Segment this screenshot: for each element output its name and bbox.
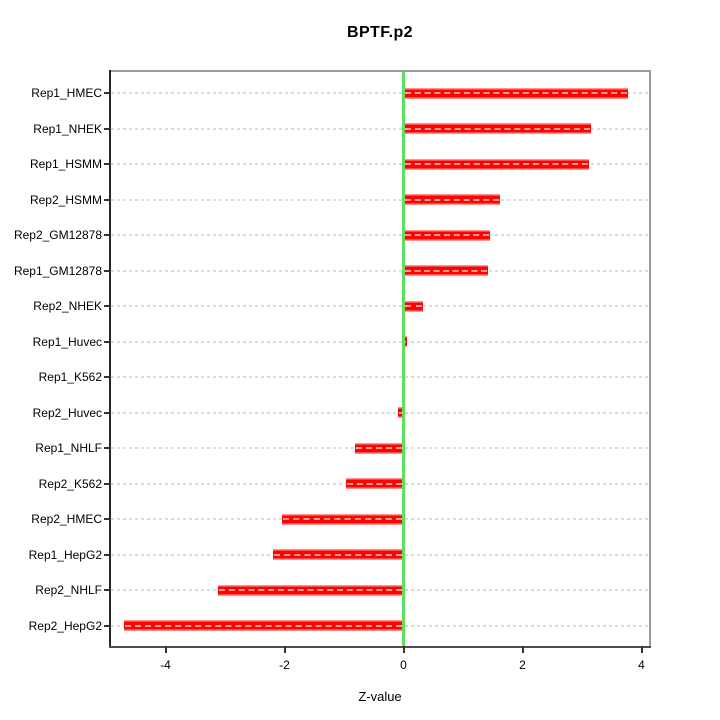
bar-rep1-gm12878 [403,265,488,277]
y-tick-rep2-nhlf [104,589,111,592]
bar-dash-pattern [404,92,628,94]
y-tick-rep2-k562 [104,482,111,485]
bar-dash-pattern [356,447,403,450]
y-label-rep1-nhlf: Rep1_NHLF [35,441,102,456]
y-label-rep2-huvec: Rep2_Huvec [32,405,102,420]
y-tick-rep2-hepg2 [104,624,111,627]
bar-dash-pattern [282,518,403,521]
y-tick-rep1-hepg2 [104,553,111,556]
bar-dash-pattern [404,198,499,201]
bar-rep2-huvec [397,407,404,419]
x-tick-label-0: 0 [400,658,407,672]
bar-dash-pattern [404,269,487,272]
bar-rep2-nhlf [217,584,404,596]
bar-dash-pattern [404,127,590,130]
gridline-rep2-gm12878 [111,234,649,237]
x-axis-line [109,646,651,648]
gridline-rep2-hsmm [111,198,649,201]
x-tick-2 [521,646,524,653]
bar-rep1-hepg2 [272,549,404,561]
bar-rep1-hsmm [403,158,589,170]
x-tick-4 [640,646,643,653]
y-label-rep1-hepg2: Rep1_HepG2 [28,547,102,562]
y-tick-rep1-hsmm [104,163,111,166]
gridline-rep1-k562 [111,376,649,379]
y-label-rep2-nhlf: Rep2_NHLF [35,583,102,598]
plot-border-top [109,70,651,72]
x-tick-label-2: 2 [519,658,526,672]
gridline-rep2-nhek [111,305,649,308]
bar-dash-pattern [398,411,403,414]
bar-dash-pattern [404,163,588,166]
bar-rep2-hsmm [403,194,500,206]
bar-dash-pattern [404,340,407,343]
plot-area [109,70,651,648]
y-tick-rep2-gm12878 [104,234,111,237]
bar-rep2-gm12878 [403,229,490,241]
y-label-rep1-nhek: Rep1_NHEK [33,121,102,136]
y-label-rep2-hmec: Rep2_HMEC [31,512,102,527]
bar-dash-pattern [273,553,403,556]
y-tick-rep2-nhek [104,305,111,308]
bar-dash-pattern [347,482,403,485]
gridline-rep1-hsmm [111,163,649,166]
y-tick-rep2-hmec [104,518,111,521]
gridline-rep1-gm12878 [111,269,649,272]
y-label-rep2-gm12878: Rep2_GM12878 [13,228,102,243]
bar-rep2-k562 [346,478,404,490]
bar-dash-pattern [218,589,403,592]
bar-rep1-huvec [403,336,408,348]
x-tick-label--2: -2 [279,658,290,672]
gridline-rep1-hmec [111,92,649,94]
y-label-rep1-hmec: Rep1_HMEC [31,86,102,100]
x-tick-label-4: 4 [638,658,645,672]
y-label-rep2-hsmm: Rep2_HSMM [29,192,102,207]
bar-dash-pattern [124,624,403,627]
y-tick-rep1-gm12878 [104,269,111,272]
y-label-rep2-nhek: Rep2_NHEK [33,299,102,314]
bar-rep1-hmec [403,87,629,99]
bar-rep2-nhek [403,300,423,312]
bar-dash-pattern [404,305,422,308]
x-tick-0 [402,646,405,653]
y-label-rep1-hsmm: Rep1_HSMM [29,157,102,172]
y-tick-rep1-huvec [104,340,111,343]
y-label-rep2-hepg2: Rep2_HepG2 [28,618,102,633]
y-label-rep1-gm12878: Rep1_GM12878 [13,263,102,278]
bar-dash-pattern [404,234,489,237]
y-label-rep2-k562: Rep2_K562 [38,476,102,491]
y-label-rep1-k562: Rep1_K562 [38,370,102,385]
zero-reference-line [402,72,405,646]
bar-rep2-hepg2 [123,620,404,632]
y-tick-rep1-nhek [104,127,111,130]
y-tick-rep2-huvec [104,411,111,414]
x-tick--4 [164,646,167,653]
x-tick--2 [283,646,286,653]
y-tick-rep1-hmec [104,92,111,94]
x-tick-label--4: -4 [160,658,171,672]
gridline-rep1-huvec [111,340,649,343]
y-label-rep1-huvec: Rep1_Huvec [32,334,102,349]
plot-border-right [649,70,651,648]
chart-title: BPTF.p2 [347,24,413,41]
gridline-rep1-nhek [111,127,649,130]
bar-rep1-nhek [403,123,591,135]
y-tick-rep1-k562 [104,376,111,379]
y-tick-rep1-nhlf [104,447,111,450]
gridline-rep2-huvec [111,411,649,414]
bar-rep2-hmec [281,513,404,525]
y-tick-rep2-hsmm [104,198,111,201]
bar-rep1-nhlf [355,442,404,454]
x-axis-title: Z-value [358,689,402,704]
y-axis-line [109,70,111,648]
